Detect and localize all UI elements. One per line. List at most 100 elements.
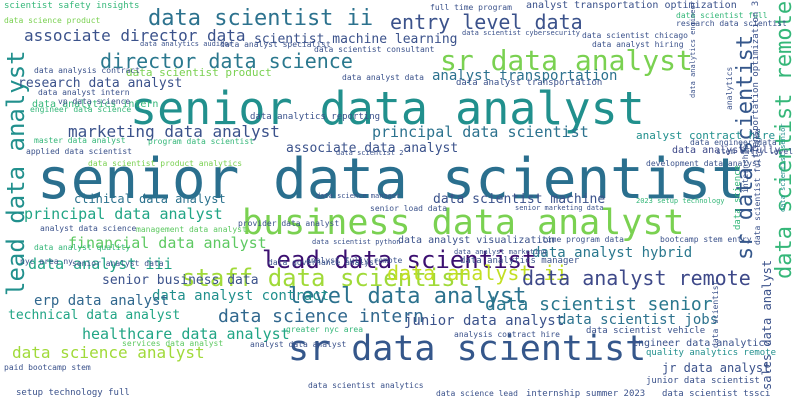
word-data-analyst-ii: data analyst ii	[387, 261, 568, 285]
word-senior-marketing-data: senior marketing data	[515, 204, 604, 212]
word-applied-data-scientist: applied data scientist	[26, 147, 132, 156]
word-program-data-scientist: program data scientist	[148, 137, 254, 146]
word-analytics: analytics	[725, 66, 734, 110]
word-full-time-program: full time program	[430, 3, 512, 12]
word-associate-data-analyst: associate data analyst	[286, 141, 459, 156]
word-lead-data-scientist: lead data scientist	[262, 246, 537, 274]
word-setup-technology-full: setup technology full	[16, 388, 130, 398]
word-data-scientist-vehicle: data scientist vehicle	[586, 326, 706, 336]
word-engineer-data-analytics: engineer data analytics	[632, 338, 771, 349]
word-principal-data-analyst: principal data analyst	[24, 205, 223, 223]
word-data-analyst-remote: data analyst remote	[522, 266, 751, 290]
word-sr-data-scientist: sr data scientist	[288, 329, 647, 369]
word-scientist-safety-insights: scientist safety insights	[4, 1, 140, 11]
word-provider-data-analyst: provider data analyst	[238, 219, 340, 228]
word-data-governance-analyst: data governance analyst	[268, 258, 379, 267]
word-data-scientist-machine: data scientist machine	[433, 192, 606, 207]
word-management-data-analyst: management data analyst	[136, 225, 247, 234]
word-senior-data-analyst: senior data analyst	[130, 82, 645, 135]
word-data-analyst-fully: data analyst fully	[672, 145, 781, 156]
word-data-analyst-specialist: data analyst specialist	[220, 40, 331, 49]
word-analyst-fully-remote: analyst fully remote	[306, 256, 403, 265]
word-data-scientist-analytics: data scientist analytics	[308, 381, 424, 390]
word-data-scientist-jobs: data scientist jobs	[558, 312, 719, 328]
word-data-analytics-manager: data analytics manager	[460, 256, 580, 266]
word-scientist-machine-learning: scientist machine learning	[254, 32, 458, 47]
word-data-scientist-python: data scientist python	[312, 238, 401, 246]
word-data-analyst-data: data analyst data	[342, 73, 424, 82]
word-business-data-analyst: business data analyst	[242, 203, 685, 243]
word-data-analyst-iii: data analyst iii	[28, 255, 173, 273]
word-research-data-scientist: research data scientist	[676, 19, 787, 28]
word-senior-business-data: senior business data	[102, 273, 259, 288]
word-jr-data-analyst: jr data analyst	[662, 361, 771, 375]
word-nyc-area-ny: nyc area ny	[20, 257, 73, 266]
word-data-analyst-hiring: data analyst hiring	[592, 40, 684, 49]
word-analyst-data-analyst: analyst data analyst	[250, 340, 347, 349]
word-data-science-analyst: data science analyst	[12, 343, 205, 362]
word-data-scientist-cybersecurity: data scientist cybersecurity	[462, 29, 581, 37]
word-engineer-data-science: engineer data science	[30, 105, 132, 114]
word-erp-data-analyst: erp data analyst	[34, 293, 169, 309]
word-healthcare-data-analyst: healthcare data analyst	[82, 325, 290, 343]
word-data-scientist-chicago: data scientist chicago	[582, 31, 688, 40]
word-data-scientist-consultant: data scientist consultant	[314, 45, 435, 54]
word-analyst-transportation: analyst transportation	[432, 68, 618, 84]
word-sr-data-analyst: sr data analyst	[440, 44, 693, 77]
word-data-analytics-intern: data analytics intern	[32, 99, 159, 110]
word-entry-level-data: entry level data	[390, 10, 583, 34]
word-internship: internship	[741, 144, 750, 193]
word-data-scientist-2: data scientist 2	[336, 149, 404, 157]
word-2023-setup-technology: 2023 setup technology	[636, 197, 725, 205]
word-data-science-lead: data science lead	[436, 389, 518, 398]
word-data-scientist-tssci: data scientist tssci	[662, 389, 771, 399]
word-greater-nyc-area: greater nyc area	[286, 325, 364, 334]
word-time-program-data: time program data	[542, 235, 624, 244]
word-analysis-contract-hire: analysis contract hire	[454, 330, 560, 339]
word-services-data-analyst: services data analyst	[122, 339, 224, 348]
word-financial-data-analyst: financial data analyst	[68, 234, 267, 252]
word-senior-analyst-data: senior analyst data	[72, 259, 164, 268]
word-data-science: data science	[733, 164, 743, 230]
word-principal-data-scientist: principal data scientist	[372, 123, 589, 141]
word-data-scientist-ii: data scientist ii	[148, 6, 374, 31]
word-data-analyst-visualization: data analyst visualization	[398, 235, 555, 246]
word-data-analysis-contract: data analysis contract	[34, 66, 140, 75]
word-data-analyst-contract: data analyst contract	[152, 288, 330, 304]
word-data-scientist-full: data scientist full	[676, 11, 768, 20]
word-marketing-data-analyst: marketing data analyst	[68, 122, 280, 141]
word-analyst-transportation-optimization: analyst transportation optimization	[526, 0, 737, 11]
word-director-data-science: director data science	[100, 49, 353, 73]
word-data-analyst-transportation: data analyst transportation	[456, 78, 603, 88]
word-data-analyst-marketing: data analyst marketing	[454, 248, 547, 256]
word-stem-entry-level: stem entry level	[716, 147, 794, 156]
word-technical-data-analyst: technical data analyst	[8, 308, 181, 323]
word-associate-director-data: associate director data	[24, 26, 246, 45]
word-data-science-intern: data science intern	[218, 306, 424, 327]
word-data-analyst-intern: data analyst intern	[38, 88, 130, 97]
word-data-analytics-reporting: data analytics reporting	[250, 112, 381, 122]
word-data-analyst-hybrid: data analyst hybrid	[532, 245, 693, 261]
word-bootcamp-stem-entry: bootcamp stem entry	[660, 235, 752, 244]
word-data-analytics-auditor: data analytics auditor	[140, 40, 233, 48]
word-analyst-data-science: analyst data science	[40, 224, 137, 233]
word-research-data-analyst: research data analyst	[18, 76, 183, 91]
word-level-data-analyst: level data analyst	[288, 284, 527, 309]
word-clinical-data-analyst: clinical data analyst	[74, 192, 226, 206]
word-staff-data-scientist: staff data scientist	[181, 264, 470, 292]
word-data-science-manager: data science manager	[316, 192, 401, 200]
word-junior-data-scientist: junior data scientist	[646, 376, 760, 386]
word-data-scientist-product-analytics: data scientist product analytics	[88, 159, 243, 168]
word-master-data-analyst: master data analyst	[34, 136, 126, 145]
word-data-scientist: data scientist	[711, 280, 720, 348]
word-data-analytics-engineer: data analytics engineer	[689, 1, 697, 98]
word-data-scientist-senior: data scientist senior	[485, 294, 713, 315]
word-analyst-contract-hire: analyst contract hire	[636, 129, 776, 142]
word-data-engineer-data: data engineer data	[690, 138, 777, 147]
word-development-data-analyst: development data analyst	[646, 159, 762, 168]
word-data-scientist-senior: data scientist senior	[779, 123, 787, 212]
word-senior-load-data: senior load data	[370, 204, 448, 213]
word-transportation-optimization-3: transportation optimization 3	[751, 1, 761, 159]
word-internship-summer-2023: internship summer 2023	[526, 389, 646, 399]
